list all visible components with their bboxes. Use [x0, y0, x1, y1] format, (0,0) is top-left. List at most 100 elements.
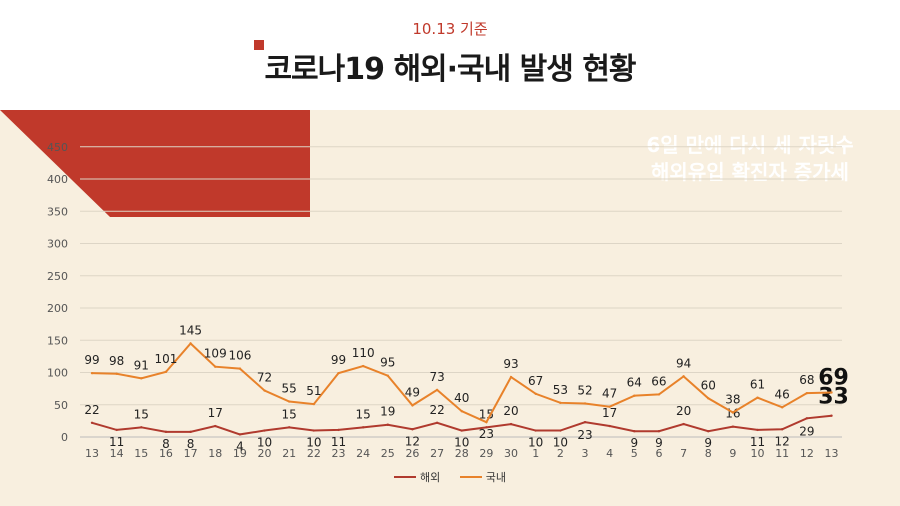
x-tick-label: 22 [307, 447, 321, 460]
headline-banner [0, 110, 310, 217]
data-point [288, 400, 291, 403]
y-tick-label: 50 [54, 399, 68, 412]
legend-item-domestic: 국내 [459, 469, 506, 485]
data-label: 73 [429, 370, 444, 384]
x-tick-label: 30 [504, 447, 518, 460]
data-label: 38 [725, 392, 740, 406]
data-point [140, 426, 143, 429]
data-point [164, 370, 168, 374]
x-tick-label: 7 [680, 447, 687, 460]
data-point [583, 420, 587, 424]
data-point [781, 406, 784, 409]
data-point [707, 429, 710, 433]
data-point [361, 364, 365, 368]
data-point [534, 429, 537, 432]
x-tick-label: 13 [825, 447, 839, 460]
y-tick-label: 300 [47, 238, 68, 251]
data-point [460, 429, 463, 432]
data-point [830, 414, 833, 417]
x-tick-label: 11 [775, 447, 789, 460]
x-tick-label: 27 [430, 447, 444, 460]
x-tick-label: 13 [85, 447, 99, 460]
data-label: 15 [282, 407, 297, 421]
data-point [164, 430, 168, 434]
data-label: 46 [775, 387, 790, 401]
data-point [386, 374, 389, 377]
data-point [608, 424, 611, 428]
data-label: 109 [204, 347, 227, 361]
title-square-mark [254, 40, 265, 50]
data-point [485, 420, 488, 424]
data-label: 68 [799, 373, 814, 387]
data-point [214, 424, 217, 428]
data-point [361, 426, 365, 429]
data-label: 20 [503, 404, 518, 418]
data-label: 9 [704, 436, 712, 450]
data-point [805, 417, 809, 420]
data-point [337, 371, 340, 375]
data-label: 106 [228, 349, 251, 363]
data-label: 9 [630, 436, 638, 450]
data-label: 51 [306, 384, 321, 398]
data-point [534, 392, 537, 395]
data-label: 10 [306, 436, 321, 450]
x-tick-label: 4 [606, 447, 613, 460]
data-label: 49 [405, 385, 420, 399]
legend-label-domestic: 국내 [485, 471, 506, 484]
data-point [90, 421, 94, 425]
data-label: 98 [109, 354, 124, 368]
data-label: 20 [676, 404, 691, 418]
data-label: 99 [84, 353, 99, 367]
x-tick-label: 20 [258, 447, 272, 460]
x-tick-label: 12 [800, 447, 814, 460]
x-tick-label: 25 [381, 447, 395, 460]
data-label: 101 [154, 352, 177, 366]
data-point [435, 421, 439, 425]
data-point [485, 426, 488, 429]
data-label: 52 [577, 383, 592, 397]
data-point [90, 371, 94, 375]
data-label: 11 [331, 435, 346, 449]
x-tick-label: 10 [751, 447, 765, 460]
data-point [288, 426, 291, 429]
data-point [312, 402, 316, 406]
data-point [411, 428, 414, 431]
legend-swatch-domestic [459, 476, 482, 478]
data-point [756, 396, 759, 399]
data-point [337, 428, 340, 432]
data-label: 15 [134, 407, 149, 421]
x-tick-label: 5 [631, 447, 638, 460]
x-tick-label: 8 [705, 447, 712, 460]
data-point [559, 429, 562, 432]
data-label: 8 [187, 437, 195, 451]
data-point [781, 428, 784, 431]
data-point [633, 394, 636, 397]
data-point [657, 393, 661, 396]
data-label: 110 [352, 346, 375, 360]
data-label: 94 [676, 356, 691, 370]
x-tick-label: 2 [557, 447, 564, 460]
data-label: 69 [818, 365, 849, 390]
x-tick-label: 26 [405, 447, 419, 460]
y-tick-label: 200 [47, 302, 68, 315]
data-point [756, 428, 759, 432]
banner-line-2: 해외유입 확진자 증가세 [651, 160, 849, 184]
data-label: 72 [257, 371, 272, 385]
data-point [682, 422, 685, 426]
legend-item-overseas: 해외 [394, 469, 440, 485]
data-label: 19 [380, 405, 395, 419]
data-label: 17 [602, 406, 617, 420]
page-title: 코로나19 해외·국내 발생 현황 [254, 40, 637, 88]
x-tick-label: 9 [729, 447, 736, 460]
x-tick-label: 17 [184, 447, 198, 460]
data-label: 11 [750, 435, 765, 449]
data-point [608, 405, 611, 408]
data-label: 67 [528, 374, 543, 388]
x-tick-label: 23 [332, 447, 346, 460]
x-tick-label: 1 [532, 447, 539, 460]
data-label: 95 [380, 356, 395, 370]
data-point [312, 429, 316, 432]
y-tick-label: 250 [47, 270, 68, 283]
y-tick-label: 0 [61, 431, 68, 444]
